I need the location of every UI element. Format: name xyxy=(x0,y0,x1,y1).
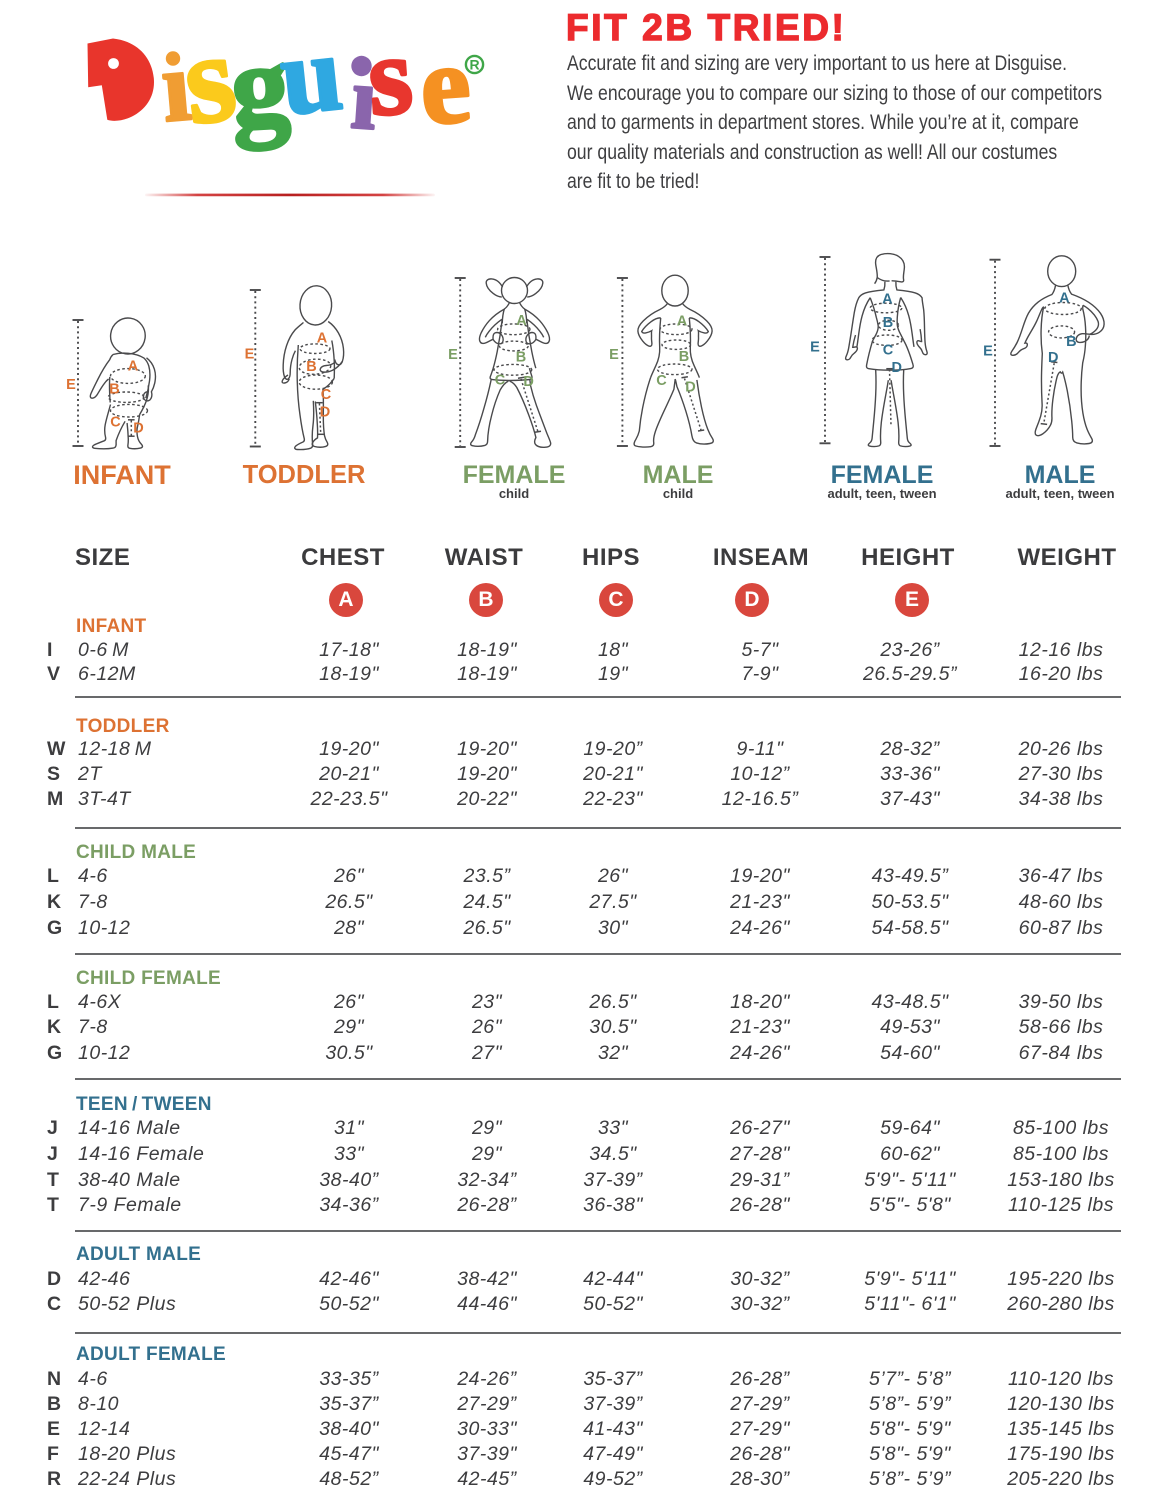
svg-text:C: C xyxy=(656,373,667,389)
svg-text:D: D xyxy=(891,360,901,376)
svg-text:A: A xyxy=(516,313,527,329)
svg-text:C: C xyxy=(321,387,332,403)
svg-text:D: D xyxy=(133,421,143,437)
svg-text:B: B xyxy=(1066,334,1076,350)
svg-text:D: D xyxy=(1048,350,1058,366)
svg-text:B: B xyxy=(109,382,119,398)
svg-text:D: D xyxy=(685,380,695,396)
svg-text:A: A xyxy=(882,292,893,308)
svg-text:R: R xyxy=(469,57,479,73)
svg-text:B: B xyxy=(679,349,689,365)
svg-text:E: E xyxy=(245,347,255,363)
svg-text:g: g xyxy=(228,21,293,152)
svg-text:B: B xyxy=(516,349,526,365)
svg-text:D: D xyxy=(320,404,330,420)
svg-text:s: s xyxy=(364,13,416,140)
svg-text:E: E xyxy=(609,347,619,363)
svg-text:A: A xyxy=(1059,290,1070,306)
svg-text:C: C xyxy=(495,372,506,388)
svg-text:A: A xyxy=(317,331,328,347)
svg-text:A: A xyxy=(677,314,688,330)
svg-text:B: B xyxy=(306,359,316,375)
svg-text:E: E xyxy=(66,377,76,393)
svg-text:A: A xyxy=(128,359,139,375)
svg-text:C: C xyxy=(883,343,894,359)
svg-text:B: B xyxy=(883,315,893,331)
svg-text:u: u xyxy=(275,13,347,138)
svg-text:E: E xyxy=(983,344,993,360)
svg-text:e: e xyxy=(416,22,474,149)
svg-text:D: D xyxy=(523,374,533,390)
svg-text:E: E xyxy=(448,347,458,363)
svg-text:C: C xyxy=(110,415,121,431)
svg-text:E: E xyxy=(810,340,820,356)
